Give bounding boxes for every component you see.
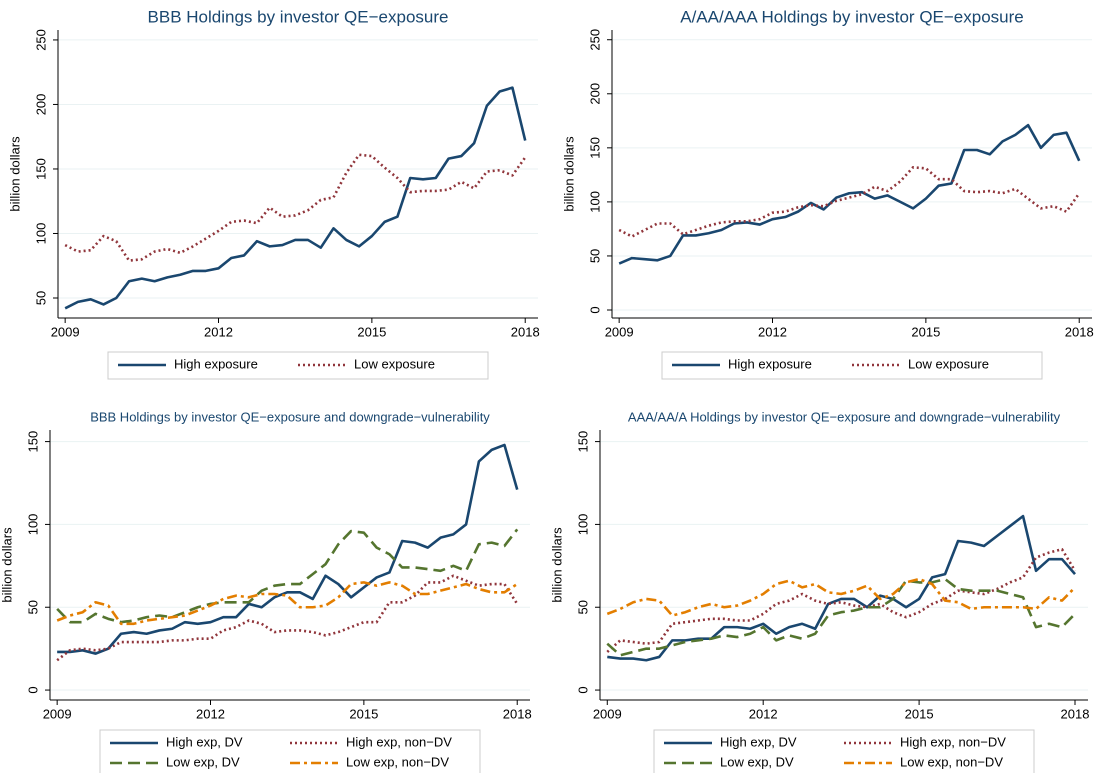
x-tick-label: 2012 (749, 706, 778, 721)
chart-title: BBB Holdings by investor QE−exposure and… (90, 409, 490, 424)
series-line (64, 86, 527, 310)
x-tick-label: 2018 (503, 706, 532, 721)
y-axis-label: billion dollars (0, 527, 14, 603)
y-tick-label: 150 (587, 137, 602, 159)
legend-label: High exp, DV (166, 734, 243, 749)
y-tick-label: 50 (575, 600, 590, 614)
x-tick-label: 2009 (43, 706, 72, 721)
y-tick-label: 50 (33, 291, 48, 305)
chart-title: AAA/AA/A Holdings by investor QE−exposur… (628, 409, 1061, 424)
legend-label: High exp, non−DV (900, 734, 1006, 749)
series-line (606, 547, 1077, 653)
panel: AAA/AA/A Holdings by investor QE−exposur… (549, 409, 1089, 773)
x-tick-label: 2018 (511, 324, 540, 339)
y-tick-label: 200 (33, 94, 48, 116)
series-line (64, 153, 527, 262)
x-tick-label: 2012 (758, 324, 787, 339)
y-tick-label: 50 (25, 600, 40, 614)
x-tick-label: 2015 (357, 324, 386, 339)
y-tick-label: 50 (587, 249, 602, 263)
y-tick-label: 150 (25, 431, 40, 453)
y-axis-label: billion dollars (7, 136, 22, 212)
y-axis-label: billion dollars (561, 136, 576, 212)
legend-label: Low exp, non−DV (346, 754, 449, 769)
panel: A/AA/AAA Holdings by investor QE−exposur… (561, 7, 1094, 380)
panel: BBB Holdings by investor QE−exposure bill… (7, 7, 540, 380)
x-tick-label: 2015 (349, 706, 378, 721)
series-line (56, 528, 519, 624)
legend-label: Low exposure (908, 356, 989, 371)
series-line (618, 166, 1081, 238)
y-tick-label: 100 (587, 191, 602, 213)
y-tick-label: 0 (587, 306, 602, 313)
x-tick-label: 2018 (1061, 706, 1090, 721)
legend-label: Low exp, non−DV (900, 754, 1003, 769)
y-tick-label: 0 (575, 686, 590, 693)
x-tick-label: 2012 (204, 324, 233, 339)
y-tick-label: 150 (33, 158, 48, 180)
legend-label: Low exposure (354, 356, 435, 371)
x-tick-label: 2015 (905, 706, 934, 721)
legend-label: High exp, DV (720, 734, 797, 749)
y-tick-label: 0 (25, 686, 40, 693)
legend-label: Low exp, DV (166, 754, 240, 769)
y-tick-label: 250 (33, 29, 48, 51)
panel: BBB Holdings by investor QE−exposure and… (0, 409, 532, 773)
y-tick-label: 100 (575, 514, 590, 536)
legend-label: High exp, non−DV (346, 734, 452, 749)
series-line (618, 123, 1081, 265)
legend-box (653, 729, 1035, 773)
x-tick-label: 2009 (593, 706, 622, 721)
y-tick-label: 150 (575, 431, 590, 453)
x-tick-label: 2018 (1065, 324, 1094, 339)
y-tick-label: 100 (25, 514, 40, 536)
legend-label: Low exp, DV (720, 754, 794, 769)
y-tick-label: 100 (33, 223, 48, 245)
y-axis-label: billion dollars (549, 527, 564, 603)
chart-title: A/AA/AAA Holdings by investor QE−exposur… (680, 7, 1024, 26)
x-tick-label: 2009 (605, 324, 634, 339)
series-line (56, 581, 518, 626)
legend-box (99, 729, 481, 773)
series-line (606, 577, 1076, 617)
legend-label: High exposure (174, 356, 258, 371)
x-tick-label: 2009 (51, 324, 80, 339)
legend-label: High exposure (728, 356, 812, 371)
y-tick-label: 250 (587, 29, 602, 51)
x-tick-label: 2012 (196, 706, 225, 721)
x-tick-label: 2015 (911, 324, 940, 339)
series-line (606, 577, 1076, 657)
y-tick-label: 200 (587, 83, 602, 105)
series-line (607, 514, 1076, 662)
series-line (57, 443, 519, 655)
chart-title: BBB Holdings by investor QE−exposure (148, 7, 449, 26)
